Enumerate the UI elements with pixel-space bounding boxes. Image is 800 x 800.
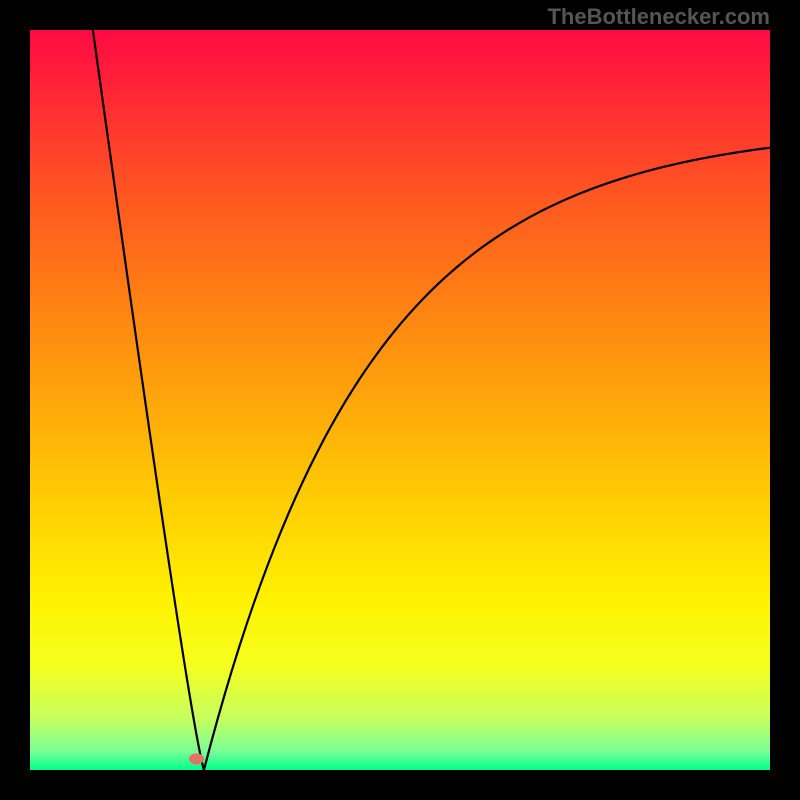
- plot-area: [30, 30, 770, 770]
- plot-svg: [30, 30, 770, 770]
- watermark-text: TheBottlenecker.com: [547, 4, 770, 30]
- chart-frame: TheBottlenecker.com: [0, 0, 800, 800]
- min-marker: [190, 754, 204, 764]
- gradient-background: [30, 30, 770, 770]
